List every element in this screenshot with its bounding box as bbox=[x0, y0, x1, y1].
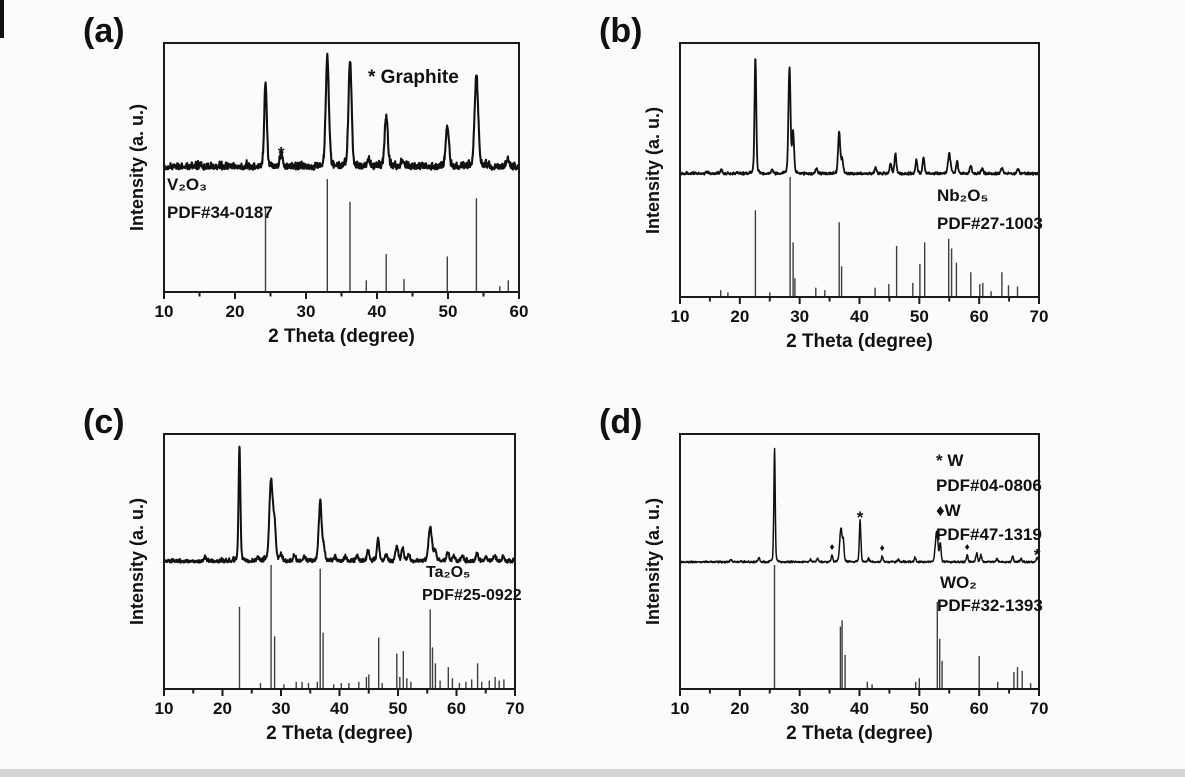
legend-w-beta-marker: ♦W bbox=[936, 501, 961, 520]
legend-w-cubic-pdf: PDF#04-0806 bbox=[936, 476, 1042, 495]
graphite-annotation: * Graphite bbox=[368, 67, 459, 88]
x-tick-label: 60 bbox=[447, 699, 466, 718]
x-tick-label: 50 bbox=[438, 302, 458, 321]
x-tick-label: 30 bbox=[790, 307, 810, 326]
panel-c: (c) Intensity (a. u.) 2 Theta (degree) 1… bbox=[83, 403, 524, 744]
x-axis-title: 2 Theta (degree) bbox=[266, 723, 413, 744]
phase-label: WO₂ bbox=[940, 573, 977, 592]
x-tick-label: 70 bbox=[505, 699, 525, 718]
asterisk-marker: * bbox=[278, 144, 285, 163]
y-axis-title: Intensity (a. u.) bbox=[642, 497, 663, 626]
legend-w-beta-pdf: PDF#47-1319 bbox=[936, 525, 1042, 544]
pdf-label: PDF#25-0922 bbox=[422, 587, 522, 604]
diamond-marker: ♦ bbox=[880, 543, 885, 554]
x-tick-label: 50 bbox=[909, 307, 929, 326]
xrd-plot-b bbox=[679, 42, 1040, 304]
y-axis-title: Intensity (a. u.) bbox=[126, 103, 147, 232]
panel-label-a: (a) bbox=[83, 12, 125, 50]
panel-a: (a) Intensity (a. u.) * 2 Theta (degree)… bbox=[83, 12, 528, 347]
x-tick-label: 30 bbox=[790, 699, 810, 718]
edge-artifact bbox=[0, 0, 4, 38]
bottom-strip bbox=[0, 769, 1185, 777]
panel-b: (b) Intensity (a. u.) 2 Theta (degree) 1… bbox=[599, 12, 1048, 352]
legend-w-cubic-marker: * W bbox=[936, 451, 964, 470]
x-tick-label: 20 bbox=[730, 307, 750, 326]
phase-label: Ta₂O₅ bbox=[426, 564, 471, 581]
x-axis-title: 2 Theta (degree) bbox=[268, 326, 415, 347]
x-tick-label: 30 bbox=[271, 699, 291, 718]
panel-label-b: (b) bbox=[599, 12, 643, 50]
x-tick-label: 10 bbox=[154, 699, 174, 718]
x-tick-label: 10 bbox=[154, 302, 174, 321]
asterisk-marker: * bbox=[1034, 545, 1041, 564]
xrd-plot-a: * bbox=[162, 42, 521, 299]
x-tick-label: 40 bbox=[850, 307, 869, 326]
phase-label: V₂O₃ bbox=[167, 175, 207, 194]
pdf-label: PDF#34-0187 bbox=[167, 203, 273, 222]
x-tick-label: 10 bbox=[670, 699, 690, 718]
x-tick-label: 40 bbox=[850, 699, 869, 718]
x-tick-label: 40 bbox=[330, 699, 349, 718]
diamond-marker: ♦ bbox=[965, 542, 970, 553]
panel-label-c: (c) bbox=[83, 403, 125, 441]
x-tick-label: 50 bbox=[388, 699, 408, 718]
panel-d: (d) Intensity (a. u.) ♦ * ♦ ♦ * 2 Theta (deg… bbox=[599, 403, 1048, 744]
x-axis-title: 2 Theta (degree) bbox=[786, 723, 933, 744]
xrd-plot-c bbox=[163, 433, 516, 696]
x-tick-label: 20 bbox=[213, 699, 232, 718]
x-tick-label: 50 bbox=[909, 699, 929, 718]
pdf-label: PDF#27-1003 bbox=[937, 214, 1043, 233]
pdf-label: PDF#32-1393 bbox=[937, 596, 1043, 615]
x-tick-label: 60 bbox=[509, 302, 529, 321]
xrd-plot-d: ♦ * ♦ ♦ * bbox=[679, 433, 1041, 696]
x-tick-label: 20 bbox=[730, 699, 750, 718]
x-tick-label: 60 bbox=[969, 307, 989, 326]
asterisk-marker: * bbox=[857, 508, 864, 527]
x-tick-label: 40 bbox=[367, 302, 387, 321]
x-axis-title: 2 Theta (degree) bbox=[786, 331, 933, 352]
x-tick-label: 60 bbox=[969, 699, 989, 718]
x-tick-label: 20 bbox=[225, 302, 245, 321]
y-axis-title: Intensity (a. u.) bbox=[126, 497, 147, 626]
x-tick-label: 70 bbox=[1029, 307, 1049, 326]
x-tick-label: 30 bbox=[296, 302, 316, 321]
x-tick-label: 70 bbox=[1029, 699, 1049, 718]
diamond-marker: ♦ bbox=[829, 542, 834, 553]
panel-label-d: (d) bbox=[599, 403, 643, 441]
x-tick-label: 10 bbox=[670, 307, 690, 326]
phase-label: Nb₂O₅ bbox=[937, 186, 989, 205]
y-axis-title: Intensity (a. u.) bbox=[642, 106, 663, 234]
